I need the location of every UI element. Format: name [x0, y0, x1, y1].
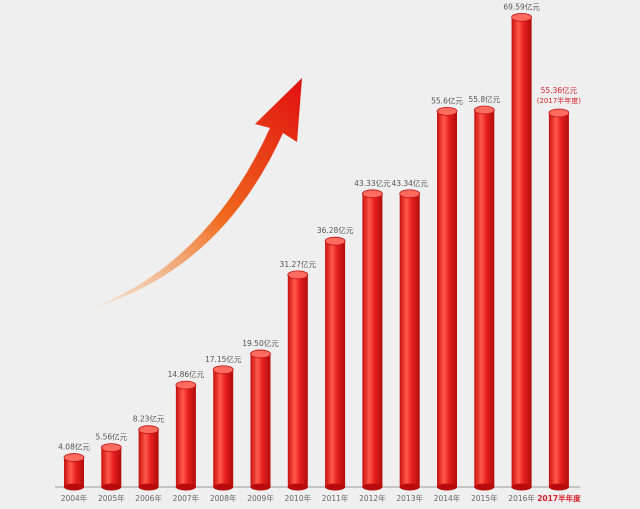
x-tick-label: 2005年 — [98, 493, 125, 503]
data-label: 55.36亿元 — [541, 85, 578, 95]
data-label: 69.59亿元 — [503, 1, 540, 11]
bar — [287, 270, 309, 491]
data-label: 55.8亿元 — [468, 94, 500, 104]
x-tick-label: 2008年 — [210, 493, 237, 503]
data-label: 5.56亿元 — [95, 432, 127, 442]
x-tick-label: 2010年 — [285, 493, 312, 503]
bar — [175, 380, 197, 491]
x-tick-label: 2017半年度 — [537, 493, 581, 503]
data-label: 36.28亿元 — [317, 225, 354, 235]
x-tick-label: 2014年 — [434, 493, 461, 503]
data-label: 8.23亿元 — [133, 414, 165, 424]
bar — [473, 105, 495, 491]
x-tick-label: 2012年 — [359, 493, 386, 503]
growth-arrow — [95, 78, 302, 307]
bar — [548, 108, 570, 491]
bar — [399, 189, 421, 491]
bar — [138, 425, 160, 491]
bar — [63, 453, 85, 491]
x-tick-label: 2004年 — [61, 493, 88, 503]
bar — [436, 106, 458, 491]
x-tick-label: 2016年 — [508, 493, 535, 503]
data-label-note: (2017半年度) — [537, 96, 582, 105]
x-tick-label: 2007年 — [173, 493, 200, 503]
bar — [511, 12, 532, 491]
x-tick-label: 2009年 — [247, 493, 274, 503]
x-tick-label: 2011年 — [322, 493, 349, 503]
data-label: 4.08亿元 — [58, 442, 90, 452]
bar — [361, 189, 383, 491]
data-label: 31.27亿元 — [280, 259, 317, 269]
bar — [250, 349, 271, 491]
bar — [100, 443, 122, 491]
data-label: 19.50亿元 — [242, 338, 279, 348]
data-label: 43.33亿元 — [354, 178, 391, 188]
data-label: 17.15亿元 — [205, 354, 242, 364]
data-label: 43.34亿元 — [391, 178, 428, 188]
data-label: 14.86亿元 — [168, 369, 205, 379]
bar — [324, 236, 346, 491]
bar — [212, 365, 234, 491]
x-tick-label: 2013年 — [396, 493, 423, 503]
data-label: 55.6亿元 — [431, 95, 463, 105]
x-tick-label: 2006年 — [135, 493, 162, 503]
x-tick-label: 2015年 — [471, 493, 498, 503]
